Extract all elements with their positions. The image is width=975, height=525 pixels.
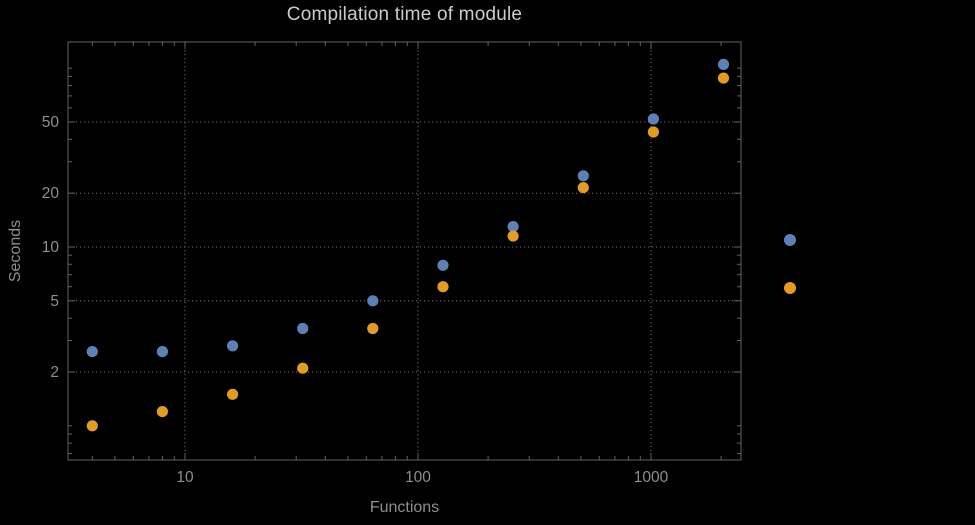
data-point-series-orange xyxy=(367,322,379,335)
data-point-series-blue xyxy=(437,259,449,271)
y-tick-label: 2 xyxy=(50,364,59,381)
x-tick-label: 10 xyxy=(176,469,194,486)
data-point-series-blue xyxy=(507,221,519,233)
data-point-series-blue xyxy=(647,113,660,125)
data-point-series-blue xyxy=(717,58,730,70)
data-point-series-orange xyxy=(156,406,168,418)
data-point-series-orange xyxy=(577,182,589,194)
data-point-series-blue xyxy=(367,295,379,307)
y-tick-label: 20 xyxy=(42,185,60,202)
x-tick-label: 100 xyxy=(405,469,431,486)
legend-marker-orange xyxy=(784,282,796,294)
plot-frame xyxy=(67,41,742,461)
data-point-series-orange xyxy=(227,388,239,400)
chart-title: Compilation time of module xyxy=(286,4,523,25)
data-point-series-blue xyxy=(577,170,589,182)
data-point-series-orange xyxy=(86,420,98,432)
y-axis-label: Seconds xyxy=(7,219,24,283)
y-tick-label: 10 xyxy=(42,239,60,256)
data-point-series-blue xyxy=(297,322,309,335)
y-tick-label: 50 xyxy=(42,114,60,131)
x-tick-label: 1000 xyxy=(634,469,669,486)
data-point-series-orange xyxy=(507,230,519,242)
x-axis-label: Functions xyxy=(369,499,440,516)
data-point-series-orange xyxy=(647,126,660,138)
data-point-series-orange xyxy=(297,362,309,374)
data-point-series-blue xyxy=(156,346,168,358)
data-point-series-orange xyxy=(437,281,449,293)
data-point-series-blue xyxy=(227,340,239,352)
data-point-series-blue xyxy=(86,346,98,358)
legend-marker-blue xyxy=(784,234,796,246)
y-tick-label: 5 xyxy=(50,293,59,310)
data-point-series-orange xyxy=(717,72,730,84)
